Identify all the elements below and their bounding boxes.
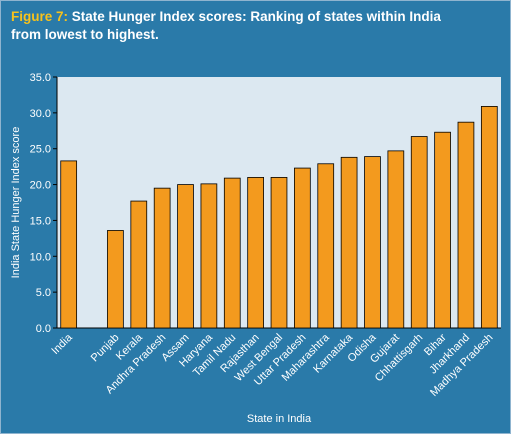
bar [60,160,78,329]
figure-title-line1: State Hunger Index scores: Ranking of st… [68,9,441,24]
bar [294,167,311,329]
bar [153,187,171,329]
bar [434,131,451,329]
bar [387,150,405,329]
figure-title: Figure 7: State Hunger Index scores: Ran… [11,9,441,24]
y-tick-label: 0.0 [36,323,51,335]
bar [177,184,194,329]
y-axis-title: India State Hunger Index score [10,127,22,279]
y-tick-label: 10.0 [30,251,51,263]
figure-label: Figure 7: [11,9,69,24]
bar [364,156,381,329]
figure-header: Figure 7: State Hunger Index scores: Ran… [1,1,510,59]
figure-title-line2: from lowest to highest. [11,27,159,42]
bar [223,177,241,329]
bar [480,106,498,329]
y-tick-label: 30.0 [30,108,51,120]
y-tick-label: 5.0 [36,287,51,299]
x-axis-title: State in India [247,413,312,425]
y-tick-label: 15.0 [30,215,51,227]
bar [200,183,218,329]
bar [317,163,335,329]
bar [340,156,358,329]
y-tick-label: 20.0 [30,180,51,192]
bar [410,136,428,329]
bar [457,121,475,329]
bar [107,230,124,329]
y-tick-label: 25.0 [30,144,51,156]
y-tick-label: 35.0 [30,72,51,84]
bar [270,176,288,329]
bar [247,176,264,329]
bar [130,200,148,329]
